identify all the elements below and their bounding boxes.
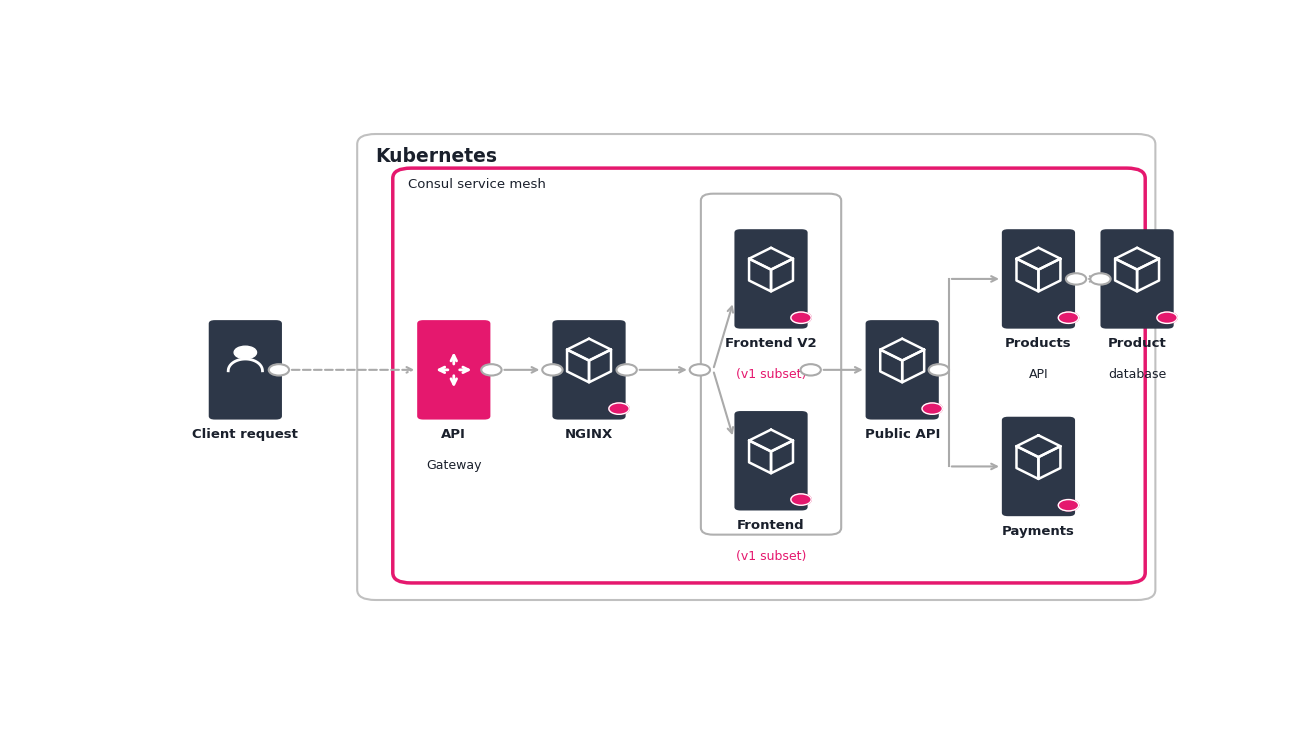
FancyBboxPatch shape (417, 320, 491, 420)
Circle shape (609, 403, 630, 414)
Circle shape (542, 364, 563, 376)
Circle shape (1059, 312, 1078, 323)
Text: Product: Product (1107, 337, 1166, 350)
Circle shape (617, 364, 636, 376)
Text: Kubernetes: Kubernetes (375, 147, 497, 165)
Text: Frontend V2: Frontend V2 (726, 337, 817, 350)
Circle shape (791, 312, 811, 323)
Text: API: API (441, 428, 466, 441)
Text: database: database (1107, 368, 1166, 382)
Circle shape (690, 364, 710, 376)
FancyBboxPatch shape (1101, 230, 1174, 328)
Text: Gateway: Gateway (426, 459, 482, 472)
Circle shape (482, 364, 501, 376)
Circle shape (1059, 500, 1078, 511)
Text: Frontend: Frontend (737, 519, 804, 532)
Text: Consul service mesh: Consul service mesh (408, 179, 546, 191)
FancyBboxPatch shape (209, 320, 282, 420)
Circle shape (269, 364, 289, 376)
FancyBboxPatch shape (866, 320, 939, 420)
Circle shape (1065, 273, 1086, 285)
Text: NGINX: NGINX (565, 428, 613, 441)
Text: Payments: Payments (1002, 525, 1075, 538)
Circle shape (800, 364, 821, 376)
Text: Client request: Client request (193, 428, 298, 441)
FancyBboxPatch shape (552, 320, 626, 420)
FancyBboxPatch shape (1002, 417, 1075, 516)
FancyBboxPatch shape (735, 230, 808, 328)
Circle shape (791, 494, 811, 506)
FancyBboxPatch shape (1002, 230, 1075, 328)
Text: API: API (1029, 368, 1048, 382)
Text: (v1 subset): (v1 subset) (736, 551, 806, 563)
Text: Public API: Public API (865, 428, 939, 441)
Circle shape (234, 346, 257, 359)
Circle shape (1090, 273, 1111, 285)
FancyBboxPatch shape (735, 411, 808, 511)
Text: Products: Products (1005, 337, 1072, 350)
Circle shape (1157, 312, 1177, 323)
Text: (v1 subset): (v1 subset) (736, 368, 806, 382)
Circle shape (929, 364, 949, 376)
Circle shape (922, 403, 942, 414)
